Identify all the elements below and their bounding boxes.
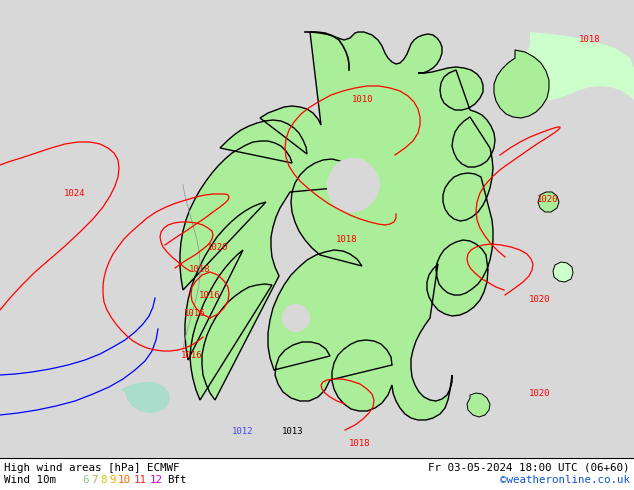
- Polygon shape: [180, 32, 495, 420]
- Text: 1013: 1013: [282, 427, 304, 437]
- Text: 1018: 1018: [336, 236, 358, 245]
- Text: 9: 9: [109, 475, 115, 485]
- Text: Bft: Bft: [167, 475, 186, 485]
- Polygon shape: [467, 393, 490, 417]
- Text: 1018: 1018: [579, 35, 601, 45]
- Text: 7: 7: [91, 475, 98, 485]
- Bar: [0, 458, 634, 490]
- Text: 1020: 1020: [529, 389, 551, 397]
- Text: 1020: 1020: [529, 295, 551, 304]
- Text: 10: 10: [118, 475, 131, 485]
- Text: Wind 10m: Wind 10m: [4, 475, 56, 485]
- Text: 8: 8: [100, 475, 107, 485]
- Text: 1016: 1016: [181, 350, 203, 360]
- Polygon shape: [494, 50, 549, 118]
- Text: ©weatheronline.co.uk: ©weatheronline.co.uk: [500, 475, 630, 485]
- Text: 12: 12: [150, 475, 163, 485]
- Text: 1018: 1018: [349, 439, 371, 447]
- Text: 1010: 1010: [353, 96, 374, 104]
- Text: 1020: 1020: [207, 244, 229, 252]
- Text: 1024: 1024: [64, 189, 86, 197]
- Text: 1018: 1018: [190, 266, 210, 274]
- Text: 6: 6: [82, 475, 89, 485]
- Polygon shape: [538, 192, 559, 212]
- Polygon shape: [518, 32, 634, 100]
- Polygon shape: [120, 382, 170, 413]
- Polygon shape: [282, 304, 310, 332]
- Text: 1012: 1012: [232, 427, 254, 437]
- Polygon shape: [553, 262, 573, 282]
- Polygon shape: [327, 158, 380, 213]
- Text: 11: 11: [134, 475, 147, 485]
- Text: 1016: 1016: [199, 292, 221, 300]
- Text: 1020: 1020: [537, 196, 559, 204]
- Text: 1016: 1016: [184, 309, 206, 318]
- Text: High wind areas [hPa] ECMWF: High wind areas [hPa] ECMWF: [4, 463, 179, 473]
- Text: Fr 03-05-2024 18:00 UTC (06+60): Fr 03-05-2024 18:00 UTC (06+60): [429, 463, 630, 473]
